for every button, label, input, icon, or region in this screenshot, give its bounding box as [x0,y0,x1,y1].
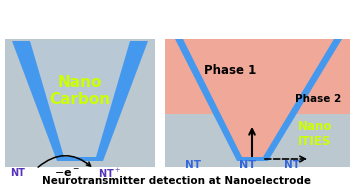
Polygon shape [165,39,350,167]
FancyArrowPatch shape [38,156,90,167]
Polygon shape [30,41,130,157]
Text: Neurotransmitter detection at Nanoelectrode: Neurotransmitter detection at Nanoelectr… [42,176,310,186]
Text: $-\mathbf{e}^-$: $-\mathbf{e}^-$ [54,167,80,179]
Polygon shape [165,39,350,114]
Text: Phase 2: Phase 2 [295,94,341,104]
Text: Nano
Carbon: Nano Carbon [49,75,111,107]
Polygon shape [12,41,148,161]
Text: Nano
ITIES: Nano ITIES [298,120,332,148]
Text: NT: NT [185,160,201,170]
Polygon shape [183,39,334,157]
Polygon shape [175,39,342,161]
Text: NT: NT [284,160,300,170]
Text: NT: NT [11,168,25,178]
Text: Phase 1: Phase 1 [204,64,256,77]
Text: NT: NT [239,160,257,170]
Text: NT$^+$: NT$^+$ [99,167,121,180]
Polygon shape [5,39,155,167]
